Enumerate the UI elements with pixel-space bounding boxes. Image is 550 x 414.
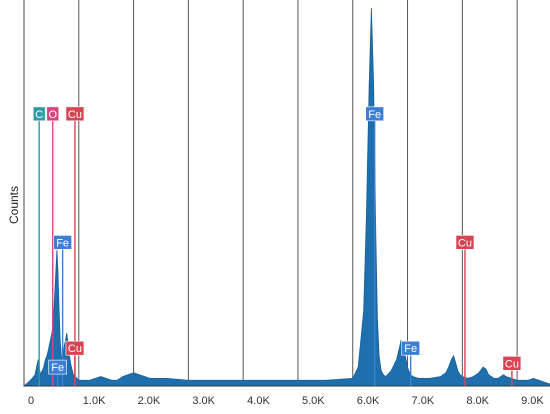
element-badge-box bbox=[502, 356, 522, 371]
element-marker-badge: Fe bbox=[53, 235, 72, 250]
element-badge-box bbox=[65, 340, 85, 356]
element-badge-box bbox=[48, 359, 67, 375]
element-marker-badge: C bbox=[32, 106, 46, 122]
element-badge-label: Fe bbox=[404, 343, 417, 355]
element-badge-box bbox=[46, 106, 60, 122]
spectrum-area bbox=[22, 7, 550, 387]
element-marker-badge: Fe bbox=[48, 359, 67, 375]
element-marker-badge: Cu bbox=[455, 235, 475, 250]
element-marker-badge: Cu bbox=[65, 340, 85, 356]
x-tick-label: 1.0K bbox=[83, 395, 106, 407]
element-badge-label: Fe bbox=[51, 362, 64, 374]
element-marker-badge: O bbox=[46, 106, 60, 122]
element-badge-box bbox=[32, 106, 46, 122]
x-tick-label: 5.0K bbox=[302, 395, 325, 407]
element-badge-label: Cu bbox=[68, 109, 82, 121]
vertical-gridlines bbox=[23, 0, 518, 386]
element-badge-label: Cu bbox=[505, 358, 519, 370]
element-badge-box bbox=[53, 235, 72, 250]
element-marker-badge: Cu bbox=[502, 356, 522, 371]
element-badge-box bbox=[401, 340, 421, 356]
x-tick-label: 6.0K bbox=[357, 395, 380, 407]
element-marker-badge: Fe bbox=[365, 106, 384, 122]
x-tick-label: 3.0K bbox=[192, 395, 215, 407]
element-badge-label: Fe bbox=[56, 237, 69, 249]
element-badge-label: Fe bbox=[368, 109, 381, 121]
x-tick-label: 7.0K bbox=[412, 395, 435, 407]
element-badge-box bbox=[65, 106, 85, 122]
x-tick-label: 0 bbox=[28, 395, 34, 407]
element-badge-box bbox=[455, 235, 475, 250]
spectrum-series-area bbox=[22, 7, 550, 387]
x-tick-label: 9.0K bbox=[521, 395, 544, 407]
element-badge-label: Cu bbox=[458, 237, 472, 249]
x-tick-labels: 0 1.0K 2.0K 3.0K 4.0K 5.0K 6.0K 7.0K 8.0K 9.0K bbox=[28, 395, 544, 407]
element-badge-box bbox=[365, 106, 384, 122]
y-axis-label: Counts bbox=[7, 186, 21, 224]
x-tick-label: 8.0K bbox=[466, 395, 489, 407]
element-badge-label: O bbox=[48, 109, 57, 121]
x-tick-label: 2.0K bbox=[138, 395, 161, 407]
element-marker-badge: Cu bbox=[65, 106, 85, 122]
element-badge-label: C bbox=[35, 109, 43, 121]
element-markers: C O Cu Fe Cu Fe Fe Fe Cu Cu bbox=[32, 106, 522, 386]
x-tick-label: 4.0K bbox=[247, 395, 270, 407]
element-marker-badge: Fe bbox=[401, 340, 421, 356]
element-badge-label: Cu bbox=[68, 343, 82, 355]
